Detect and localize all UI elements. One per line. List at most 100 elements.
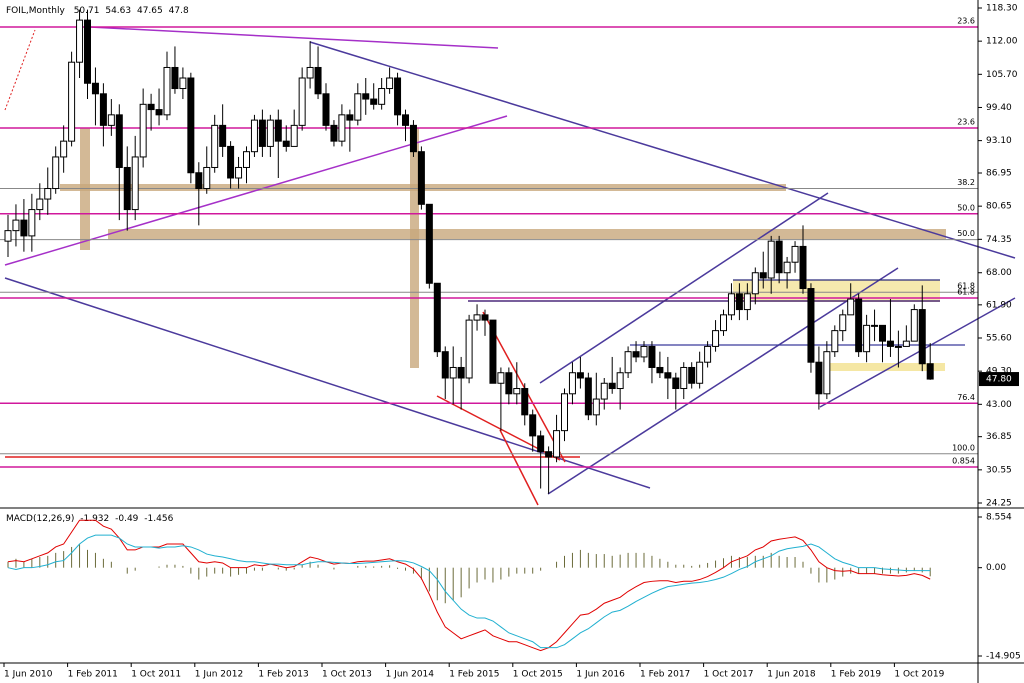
level-label: 23.6 [957, 16, 975, 25]
x-tick-label: 1 Jun 2010 [4, 670, 53, 680]
candle-body [28, 209, 36, 237]
candle-body [561, 393, 568, 432]
candle-body [171, 66, 179, 90]
y-tick-label: 99.40 [986, 103, 1012, 113]
candle-body [235, 166, 243, 179]
candle-body [759, 272, 767, 279]
candle-body [823, 351, 831, 395]
x-tick-label: 1 Feb 2015 [449, 670, 499, 680]
candle-body [505, 372, 513, 395]
candle-body [330, 124, 338, 142]
y-tick-label: 68.00 [986, 268, 1012, 278]
candle-body [656, 366, 664, 374]
candle-body [886, 340, 894, 347]
zone [410, 128, 419, 368]
candle-body [107, 114, 115, 126]
candle-body [457, 366, 465, 379]
candle-body [338, 114, 346, 142]
candle-body [115, 114, 123, 168]
candle-body [354, 93, 362, 121]
candle-body [203, 166, 211, 190]
candle-body [433, 282, 441, 353]
candle-body [131, 156, 139, 211]
macd-signal-value: -0.49 [115, 514, 139, 524]
indicator-header: MACD(12,26,9) -1.932 -0.49 -1.456 [6, 514, 174, 524]
candle-body [481, 314, 489, 321]
candle-body [243, 151, 250, 168]
y-tick-label: 80.65 [986, 202, 1012, 212]
candle-body [688, 366, 696, 384]
y-tick-label: 61.90 [986, 300, 1012, 310]
y-tick-label: 30.55 [986, 465, 1012, 475]
candle-body [799, 245, 807, 290]
candle-body [346, 114, 354, 121]
candle-body [362, 93, 370, 100]
candle-body [648, 345, 656, 368]
candle-body [91, 82, 99, 95]
candle-body [727, 293, 735, 316]
y-tick-label: 43.00 [986, 400, 1012, 410]
y-tick-label: 55.60 [986, 334, 1012, 344]
x-tick-label: 1 Oct 2013 [322, 670, 372, 680]
candle-body [314, 66, 322, 95]
candle-body [743, 293, 751, 311]
candle-body [139, 103, 147, 158]
y-tick-label: 105.70 [986, 70, 1018, 80]
trendline [4, 277, 651, 489]
candle-body [584, 377, 592, 416]
candle-body [767, 240, 775, 279]
candle-body [250, 119, 258, 153]
level-label: 38.2 [957, 178, 975, 187]
candle-body [322, 93, 330, 126]
y-tick-label: 86.95 [986, 169, 1012, 179]
ohlc-open: 50.71 [74, 6, 100, 16]
level-label: 100.0 [952, 443, 975, 452]
candle-body [664, 372, 672, 379]
candle-body [394, 77, 402, 116]
y-tick-label: 36.85 [986, 432, 1012, 442]
trendline [4, 115, 508, 266]
candle-body [298, 77, 306, 126]
candle-body [378, 88, 386, 105]
candle-body [783, 261, 791, 274]
candle-body [473, 314, 481, 321]
level-label: 23.6 [957, 118, 975, 127]
indicator-name: MACD(12,26,9) [6, 514, 74, 524]
zone [825, 363, 945, 371]
ohlc-close: 47.8 [169, 6, 189, 16]
candle-body [839, 314, 847, 332]
candle-body [640, 345, 648, 358]
macd-y-tick-label: 8.554 [986, 513, 1012, 523]
candle-body [386, 77, 394, 90]
candle-body [775, 240, 783, 274]
candle-body [553, 430, 561, 458]
candle-body [266, 119, 274, 147]
trendline [482, 311, 566, 463]
candle-body [616, 372, 624, 390]
candle-body [879, 324, 886, 342]
candle-body [600, 382, 608, 400]
candle-body [211, 124, 219, 168]
chart-header: FOIL,Monthly 50.71 54.63 47.65 47.8 [6, 6, 189, 16]
y-tick-label: 118.30 [986, 4, 1018, 14]
candle-body [409, 124, 417, 153]
candle-body [497, 372, 505, 384]
candle-body [696, 361, 704, 384]
level-label: 0.854 [952, 456, 975, 465]
x-tick-label: 1 Oct 2011 [131, 670, 181, 680]
macd-signal-line [7, 534, 931, 649]
x-tick-label: 1 Feb 2019 [831, 670, 882, 680]
candle-body [147, 103, 155, 111]
x-tick-label: 1 Feb 2011 [68, 670, 118, 680]
candle-body [608, 382, 616, 390]
candle-body [894, 345, 902, 348]
candle-body [592, 398, 600, 416]
candle-body [926, 363, 934, 380]
level-label: 50.0 [957, 203, 975, 212]
candle-body [855, 298, 863, 353]
y-tick-label: 49.30 [986, 367, 1012, 377]
candle-body [529, 414, 537, 437]
candle-body [871, 324, 879, 327]
